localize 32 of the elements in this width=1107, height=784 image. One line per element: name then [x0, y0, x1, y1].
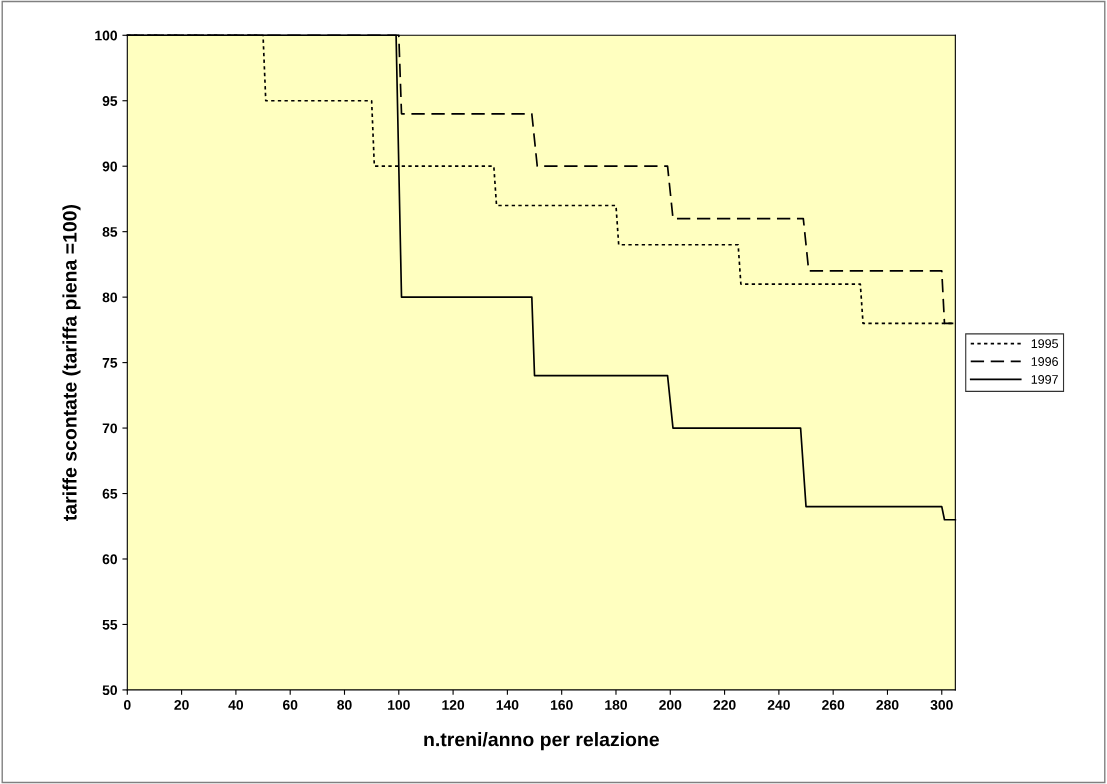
x-tick-label: 80: [337, 700, 352, 710]
y-tick-label: 75: [102, 358, 118, 368]
x-tick-label: 120: [442, 700, 465, 710]
y-tick-label: 65: [102, 488, 118, 499]
x-tick-label: 220: [713, 700, 736, 710]
y-tick-label: 70: [102, 423, 118, 434]
y-tick-label: 80: [102, 292, 118, 303]
x-tick-label: 0: [123, 700, 131, 710]
y-tick-label: 50: [102, 685, 118, 696]
x-axis-title: n.treni/anno per relazione: [424, 732, 659, 751]
x-tick-label: 160: [550, 700, 573, 710]
y-tick-label: 60: [102, 554, 118, 565]
x-tick-label: 40: [228, 700, 244, 710]
y-axis-title: tariffe scontate (tariffa piena =100): [62, 204, 81, 521]
y-tick-label: 100: [95, 30, 118, 41]
legend-label: 1996: [1031, 357, 1058, 366]
x-tick-label: 20: [174, 700, 189, 710]
x-tick-label: 280: [876, 700, 899, 710]
x-tick-label: 200: [659, 700, 682, 710]
x-tick-label: 100: [388, 700, 410, 710]
y-tick-label: 90: [102, 161, 118, 172]
x-tick-label: 180: [605, 700, 627, 710]
y-tick-label: 55: [102, 619, 118, 630]
x-tick-label: 60: [282, 700, 298, 710]
y-tick-label: 85: [102, 227, 118, 237]
x-tick-label: 300: [930, 700, 953, 710]
x-tick-label: 240: [767, 700, 790, 710]
x-tick-label: 260: [822, 700, 845, 710]
y-tick-label: 95: [102, 96, 118, 106]
x-tick-label: 140: [496, 700, 519, 710]
legend-label: 1997: [1031, 375, 1058, 384]
legend-label: 1995: [1031, 339, 1059, 349]
